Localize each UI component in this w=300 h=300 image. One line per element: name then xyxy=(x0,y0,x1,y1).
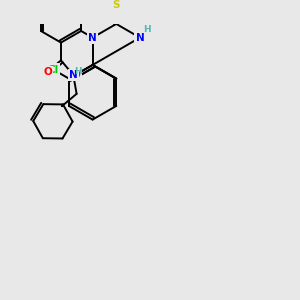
Text: O: O xyxy=(43,67,52,77)
Text: H: H xyxy=(74,67,82,76)
Text: S: S xyxy=(112,0,120,10)
Text: H: H xyxy=(143,25,150,34)
Text: O: O xyxy=(72,70,80,80)
Text: N: N xyxy=(88,33,97,43)
Text: N: N xyxy=(69,70,78,80)
Text: Cl: Cl xyxy=(48,65,59,75)
Text: N: N xyxy=(136,33,144,43)
